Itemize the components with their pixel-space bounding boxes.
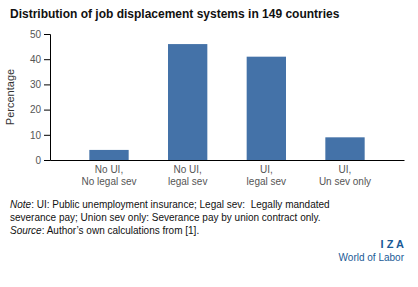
tick: 50 [30,29,50,40]
axis-line [51,160,405,161]
tick: 0 [35,155,50,166]
source-part: Source [10,225,42,236]
tick-label: 30 [30,79,42,90]
source: Source: Author’s own calculations from [… [10,225,199,236]
tick-mark [44,135,50,136]
tick-mark [44,160,50,161]
tick: 20 [30,104,50,115]
logo-text: World of Labor [339,252,405,263]
bar [168,44,207,160]
source-part: : Author’s own calculations from [1]. [42,225,200,236]
tick: No UI,legal sev [168,160,207,187]
x-axis: No UI,No legal sev No UI,legal sev UI,lega… [51,160,405,187]
tick: UI,Un sev only [319,160,371,187]
axis-line [44,35,51,161]
tick-label: 20 [30,104,42,115]
note-part: severance pay; Union sev only: Severance… [10,212,321,223]
tick-label: UI,Un sev only [319,164,371,187]
tick-label: No UI,No legal sev [81,164,136,187]
logo-text: I Z A [381,238,404,250]
tick-label: 50 [30,29,42,40]
tick-label: 40 [30,54,42,65]
tick: UI,legal sev [247,160,286,187]
y-axis: 0 10 20 30 40 50 [30,29,51,166]
tick-label: UI,legal sev [247,164,286,187]
tick-mark [44,34,50,35]
tick-mark [44,84,50,85]
note: Note: UI: Public unemployment insurance;… [10,199,330,210]
tick: No UI,No legal sev [81,160,136,187]
bars [89,44,364,160]
note-part: Note [10,199,32,210]
tick-mark [44,110,50,111]
tick: 30 [30,79,50,90]
axis-title: Percentage [4,69,16,125]
tick-label: 10 [30,130,42,141]
tick-mark [44,59,50,60]
tick-label: No UI,legal sev [168,164,207,187]
tick-label: 0 [35,155,41,166]
note: severance pay; Union sev only: Severance… [10,212,321,223]
chart-svg: 0 10 20 30 40 50 No UI,No legal sev No UI,legal… [0,0,418,287]
note-part: : UI: Public unemployment insurance; Leg… [31,199,330,210]
title: Distribution of job displacement systems… [10,7,340,21]
bar [325,137,364,160]
chart-container: 0 10 20 30 40 50 No UI,No legal sev No UI,legal… [0,0,418,287]
bar [247,57,286,160]
tick: 40 [30,54,50,65]
tick: 10 [30,130,50,141]
bar [89,150,128,160]
